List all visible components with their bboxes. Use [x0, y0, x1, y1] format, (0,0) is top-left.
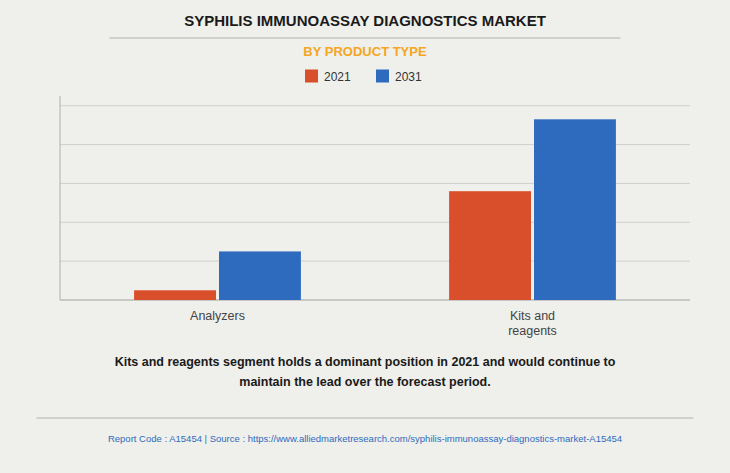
legend-label: 2021: [324, 70, 351, 84]
bar: [134, 290, 216, 300]
background: [0, 0, 730, 473]
x-tick-label-line: reagents: [508, 324, 557, 338]
grid-line: [60, 105, 690, 106]
legend-swatch: [305, 70, 318, 83]
x-tick-label: Analyzers: [190, 309, 245, 323]
chart-svg: SYPHILIS IMMUNOASSAY DIAGNOSTICS MARKET B…: [0, 0, 730, 473]
legend: 2021 2031: [305, 70, 422, 84]
subtitle: BY PRODUCT TYPE: [303, 44, 427, 59]
legend-swatch: [376, 70, 389, 83]
x-tick-label-line: Analyzers: [190, 309, 245, 323]
legend-label: 2031: [395, 70, 422, 84]
title-rule: [110, 38, 621, 39]
bars: [134, 119, 616, 300]
x-tick-label: Kits andreagents: [508, 309, 557, 338]
footer: Report Code : A15454 | Source : https://…: [108, 433, 622, 444]
footer-rule: [37, 418, 694, 419]
grid: [60, 106, 690, 300]
x-tick-label-line: Kits and: [510, 309, 555, 323]
annotation: maintain the lead over the forecast peri…: [239, 375, 490, 389]
bar: [449, 191, 531, 300]
chart-container: SYPHILIS IMMUNOASSAY DIAGNOSTICS MARKET B…: [0, 0, 730, 473]
y-axis-line: [60, 96, 61, 300]
annotation: Kits and reagents segment holds a domina…: [115, 355, 616, 369]
bar: [534, 119, 616, 300]
bar: [219, 251, 301, 300]
title: SYPHILIS IMMUNOASSAY DIAGNOSTICS MARKET: [184, 12, 546, 29]
